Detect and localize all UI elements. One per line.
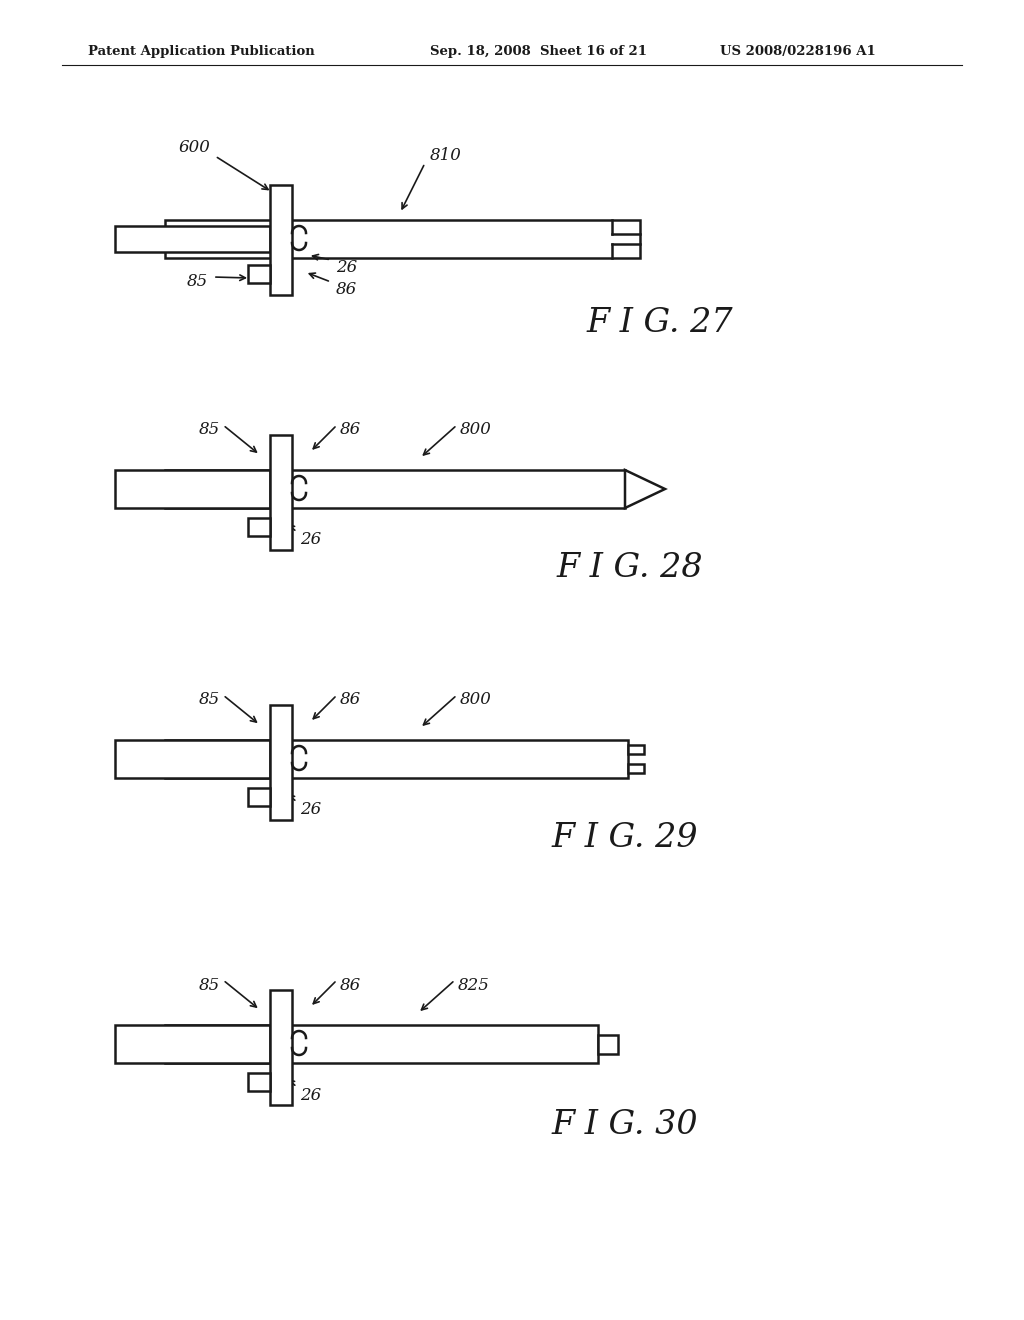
Bar <box>248 517 270 536</box>
Bar <box>248 788 270 807</box>
Text: 86: 86 <box>340 977 361 994</box>
Text: F I G. 27: F I G. 27 <box>587 308 733 339</box>
Text: F I G. 28: F I G. 28 <box>557 552 703 583</box>
Text: 800: 800 <box>460 692 492 709</box>
Bar <box>165 1026 598 1063</box>
Text: 86: 86 <box>340 421 361 438</box>
Bar <box>115 226 270 252</box>
Text: US 2008/0228196 A1: US 2008/0228196 A1 <box>720 45 876 58</box>
Text: Patent Application Publication: Patent Application Publication <box>88 45 314 58</box>
Bar <box>165 220 640 257</box>
Text: 26: 26 <box>300 1086 322 1104</box>
Bar <box>270 185 292 294</box>
Bar <box>270 705 292 820</box>
Bar <box>270 436 292 550</box>
Bar <box>628 744 644 754</box>
Bar <box>598 1035 618 1053</box>
Bar <box>248 265 270 282</box>
Bar <box>628 764 644 774</box>
Text: 85: 85 <box>199 977 220 994</box>
Text: Sep. 18, 2008  Sheet 16 of 21: Sep. 18, 2008 Sheet 16 of 21 <box>430 45 647 58</box>
Text: 600: 600 <box>178 140 210 157</box>
Text: 800: 800 <box>460 421 492 438</box>
Bar <box>248 1073 270 1092</box>
Bar <box>165 470 625 508</box>
Text: 85: 85 <box>186 273 208 290</box>
Text: F I G. 29: F I G. 29 <box>552 822 698 854</box>
Text: 825: 825 <box>458 977 489 994</box>
Text: 26: 26 <box>300 532 322 549</box>
Text: 810: 810 <box>430 147 462 164</box>
Bar <box>115 741 270 777</box>
Text: 26: 26 <box>300 801 322 818</box>
Text: 85: 85 <box>199 692 220 709</box>
Text: 86: 86 <box>340 692 361 709</box>
Text: F I G. 30: F I G. 30 <box>552 1109 698 1140</box>
Polygon shape <box>625 470 665 508</box>
Bar <box>270 990 292 1105</box>
Text: 86: 86 <box>336 281 357 298</box>
Bar <box>165 741 628 777</box>
Bar <box>115 1026 270 1063</box>
Text: 26: 26 <box>336 260 357 276</box>
Bar <box>115 470 270 508</box>
Text: 85: 85 <box>199 421 220 438</box>
